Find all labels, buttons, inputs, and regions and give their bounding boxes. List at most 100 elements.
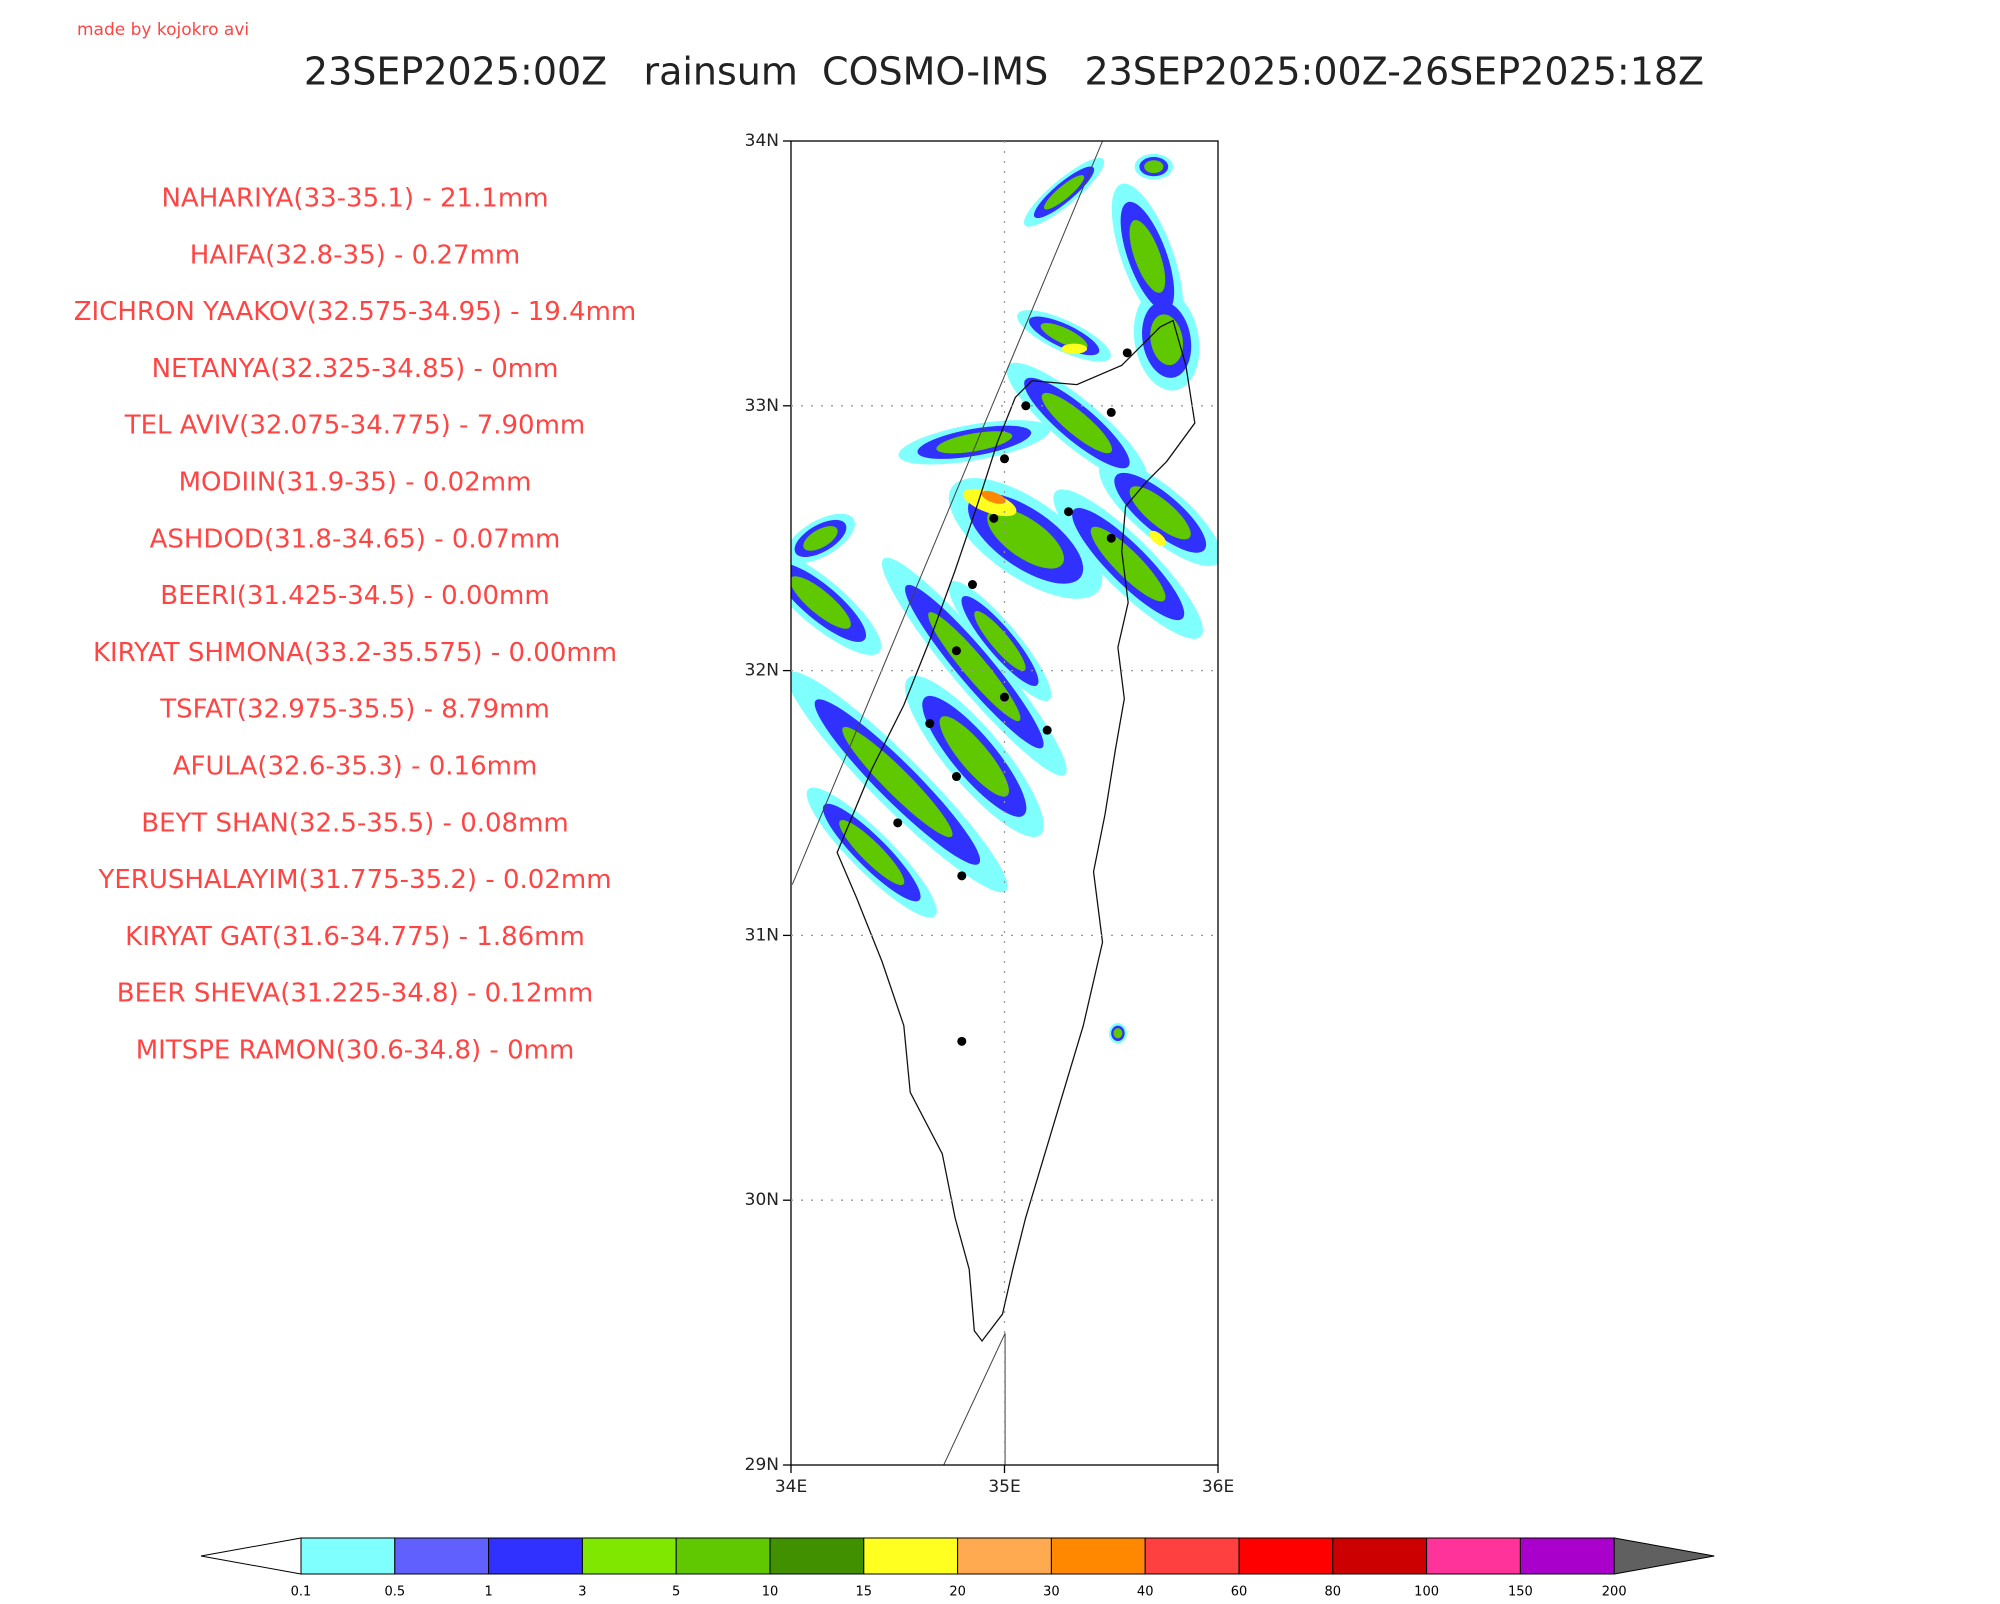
colorbar-label: 100 bbox=[1414, 1585, 1439, 1600]
station-label: NETANYA(32.325-34.85) - 0mm bbox=[152, 354, 559, 384]
station-label: NAHARIYA(33-35.1) - 21.1mm bbox=[161, 184, 548, 214]
y-tick-label: 32N bbox=[745, 661, 779, 681]
station-label: ZICHRON YAAKOV(32.575-34.95) - 19.4mm bbox=[74, 297, 637, 327]
station-label: HAIFA(32.8-35) - 0.27mm bbox=[190, 240, 520, 270]
colorbar-label: 0.1 bbox=[291, 1585, 312, 1600]
colorbar-over bbox=[1613, 1537, 1715, 1575]
station-label: BEERI(31.425-34.5) - 0.00mm bbox=[160, 581, 549, 611]
x-tick-label: 35E bbox=[988, 1477, 1020, 1497]
station-label: MITSPE RAMON(30.6-34.8) - 0mm bbox=[136, 1036, 575, 1066]
rain-field bbox=[790, 153, 1218, 1044]
colorbar-segment bbox=[957, 1537, 1052, 1575]
rain-swath bbox=[790, 576, 851, 629]
station-label: TEL AVIV(32.075-34.775) - 7.90mm bbox=[124, 411, 586, 441]
station-dot bbox=[951, 772, 961, 782]
station-dot bbox=[1000, 454, 1009, 464]
coastline bbox=[836, 319, 1196, 1343]
x-tick-label: 34E bbox=[775, 1477, 807, 1497]
colorbar-label: 10 bbox=[762, 1585, 779, 1600]
colorbar-segment bbox=[863, 1537, 959, 1575]
station-dot bbox=[893, 818, 903, 828]
station-label: ASHDOD(31.8-34.65) - 0.07mm bbox=[150, 524, 561, 554]
colorbar-label: 150 bbox=[1508, 1585, 1533, 1600]
station-dot bbox=[1064, 507, 1074, 517]
station-label: YERUSHALAYIM(31.775-35.2) - 0.02mm bbox=[97, 865, 611, 895]
colorbar-label: 5 bbox=[672, 1585, 680, 1600]
colorbar-label: 0.5 bbox=[384, 1585, 405, 1600]
rain-swath bbox=[1113, 1028, 1123, 1039]
station-label: KIRYAT GAT(31.6-34.775) - 1.86mm bbox=[125, 922, 585, 952]
y-tick-label: 30N bbox=[745, 1190, 779, 1210]
rain-swath bbox=[974, 610, 1026, 672]
domain-line bbox=[791, 140, 1103, 885]
station-dot bbox=[925, 719, 935, 729]
rain-swath bbox=[842, 726, 953, 838]
colorbar-label: 15 bbox=[856, 1585, 873, 1600]
station-dot bbox=[1106, 533, 1116, 543]
colorbar-segment bbox=[1238, 1537, 1334, 1575]
rain-swath bbox=[928, 612, 1021, 722]
station-label: MODIIN(31.9-35) - 0.02mm bbox=[179, 468, 532, 498]
rain-swath bbox=[1129, 219, 1166, 293]
rain-swath bbox=[803, 526, 838, 551]
station-label: BEER SHEVA(31.225-34.8) - 0.12mm bbox=[117, 979, 593, 1009]
station-dot bbox=[1042, 725, 1052, 735]
y-tick-label: 29N bbox=[745, 1455, 779, 1475]
colorbar-under bbox=[200, 1537, 302, 1575]
colorbar-segment bbox=[769, 1537, 865, 1575]
colorbar-segment bbox=[300, 1537, 396, 1575]
rain-swath bbox=[939, 716, 1010, 797]
station-dot bbox=[967, 580, 977, 590]
rain-swath bbox=[1149, 530, 1167, 547]
colorbar-segment bbox=[581, 1537, 677, 1575]
credit: made by kojokro avi bbox=[77, 20, 249, 40]
colorbar-segment bbox=[1332, 1537, 1428, 1575]
colorbar-label: 20 bbox=[949, 1585, 966, 1600]
rain-swath bbox=[839, 819, 905, 886]
station-dot bbox=[957, 1036, 967, 1046]
station-dot bbox=[1000, 692, 1009, 702]
colorbar-segment bbox=[675, 1537, 771, 1575]
rain-swath bbox=[962, 488, 1017, 517]
station-dot bbox=[989, 513, 999, 523]
rain-swath bbox=[1061, 343, 1088, 354]
colorbar-segment bbox=[1050, 1537, 1146, 1575]
rain-swath bbox=[1043, 175, 1085, 210]
y-tick-label: 33N bbox=[745, 396, 779, 416]
station-dot bbox=[957, 871, 967, 881]
colorbar-label: 80 bbox=[1325, 1585, 1342, 1600]
rain-swath bbox=[1129, 486, 1191, 540]
rain-swath bbox=[1040, 322, 1088, 349]
domain-line bbox=[943, 1333, 1006, 1466]
colorbar-segment bbox=[1426, 1537, 1521, 1575]
rain-swath bbox=[936, 431, 1013, 454]
colorbar-segment bbox=[394, 1537, 490, 1575]
colorbar-label: 200 bbox=[1602, 1585, 1627, 1600]
colorbar-label: 1 bbox=[484, 1585, 492, 1600]
colorbar-label: 30 bbox=[1043, 1585, 1060, 1600]
colorbar-segment bbox=[1144, 1537, 1240, 1575]
station-label: AFULA(32.6-35.3) - 0.16mm bbox=[173, 752, 538, 782]
colorbar-label: 60 bbox=[1231, 1585, 1248, 1600]
y-tick-label: 31N bbox=[745, 925, 779, 945]
station-dot bbox=[1106, 407, 1116, 417]
rain-swath bbox=[987, 508, 1064, 569]
rain-swath bbox=[1090, 526, 1166, 602]
station-dot bbox=[1021, 401, 1031, 411]
title: 23SEP2025:00Z rainsum COSMO-IMS 23SEP202… bbox=[304, 50, 1704, 94]
rain-swath bbox=[1041, 392, 1113, 454]
station-label: BEYT SHAN(32.5-35.5) - 0.08mm bbox=[141, 808, 569, 838]
colorbar-label: 40 bbox=[1137, 1585, 1154, 1600]
rain-swath bbox=[1144, 160, 1164, 174]
station-dot bbox=[951, 646, 961, 656]
colorbar-segment bbox=[1519, 1537, 1615, 1575]
colorbar-label: 3 bbox=[578, 1585, 586, 1600]
y-tick-label: 34N bbox=[745, 131, 779, 151]
colorbar-segment bbox=[488, 1537, 583, 1575]
map-layer bbox=[790, 140, 1218, 1466]
station-dot bbox=[1122, 348, 1132, 358]
rain-swath bbox=[981, 490, 1006, 504]
station-label: KIRYAT SHMONA(33.2-35.575) - 0.00mm bbox=[93, 638, 617, 668]
station-label: TSFAT(32.975-35.5) - 8.79mm bbox=[159, 695, 550, 725]
